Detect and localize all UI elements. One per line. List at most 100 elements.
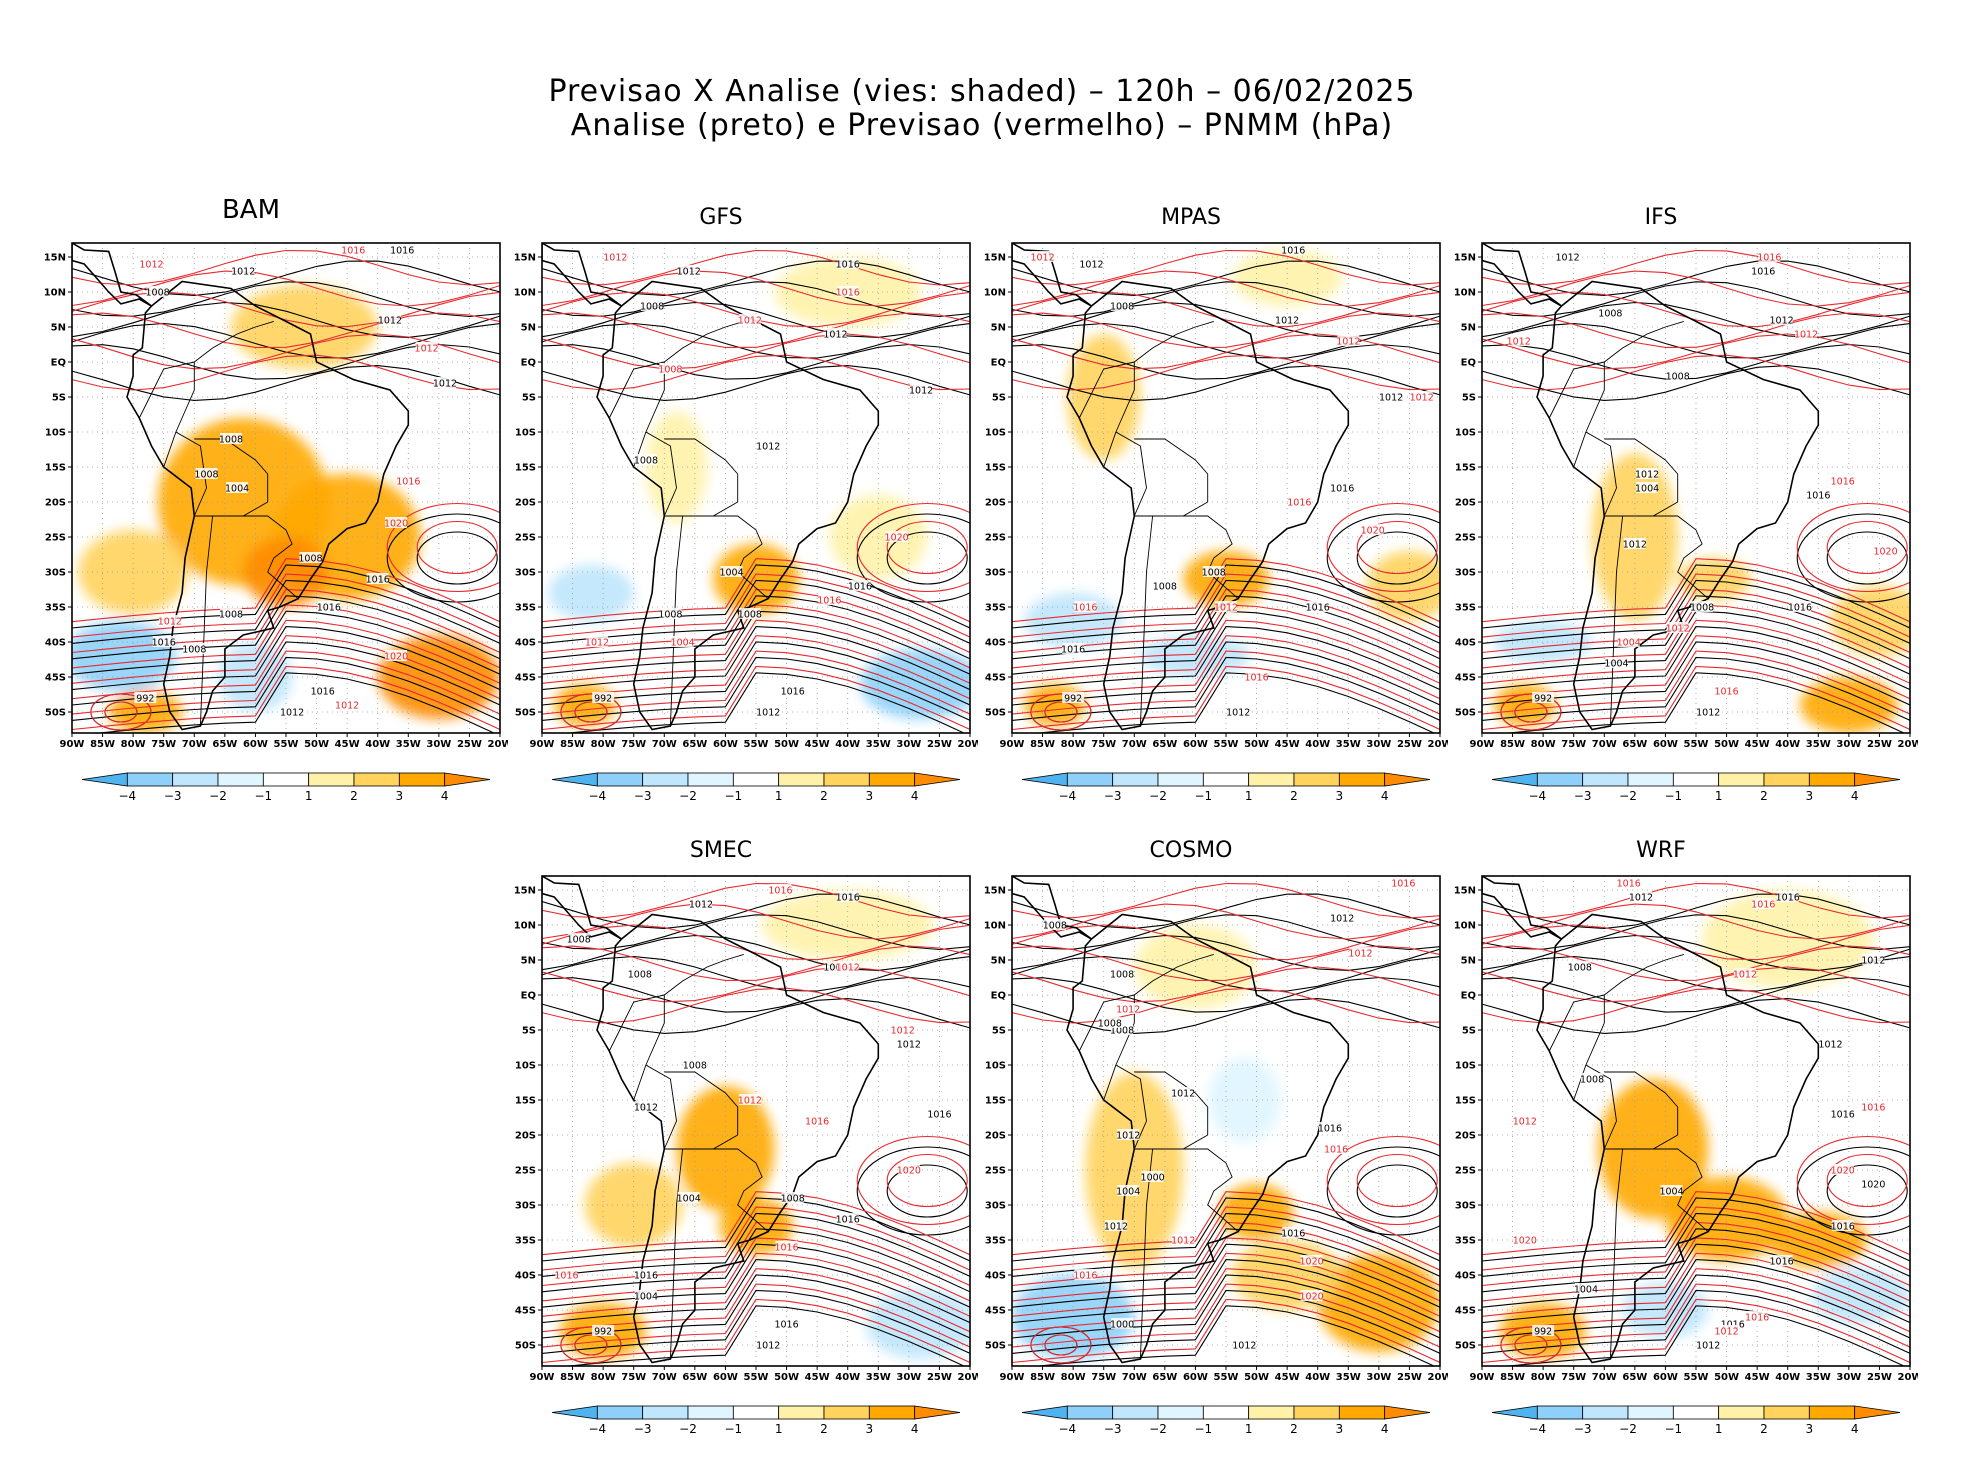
y-tick-label: 5N — [521, 956, 536, 967]
coastline-south-america — [596, 280, 880, 731]
analysis-label-bg — [1721, 1318, 1744, 1329]
analysis-label-bg — [1111, 1024, 1134, 1035]
x-tick-label: 25W — [1397, 1372, 1422, 1383]
forecast-label-bg — [738, 1094, 761, 1105]
analysis-label-bg — [897, 1038, 920, 1049]
forecast-isobar-high-outer — [856, 502, 970, 593]
bias-region-0 — [1085, 1072, 1184, 1268]
forecast-contour-label: 1012 — [1794, 330, 1818, 341]
x-tick-label: 70W — [182, 739, 207, 750]
x-tick-label: 55W — [1684, 739, 1709, 750]
y-tick-label: EQ — [1461, 991, 1476, 1002]
y-tick-label: 45S — [1455, 1306, 1476, 1317]
x-tick-label: 50W — [1714, 739, 1739, 750]
forecast-isobar-high-outer — [386, 502, 500, 593]
y-tick-label: 25S — [985, 1166, 1006, 1177]
colorbar-label: 3 — [866, 789, 874, 803]
coastline-south-america — [1536, 913, 1820, 1364]
analysis-isobar-south-4 — [542, 1259, 970, 1324]
colorbar-label: 2 — [1290, 789, 1298, 803]
analysis-isobar-north-4 — [1482, 343, 1910, 380]
colorbar-segment — [1202, 772, 1250, 787]
forecast-isobar-south-0 — [1482, 558, 1910, 623]
forecast-isobar-south-7 — [542, 665, 970, 731]
analysis-isobar-north-1 — [72, 281, 500, 318]
figure-subtitle-line-2: Analise (preto) e Previsao (vermelho) – … — [570, 108, 1394, 143]
colorbar-label: 1 — [1715, 1422, 1723, 1436]
forecast-contour-label: 1020 — [885, 533, 909, 544]
forecast-label-bg — [1410, 391, 1433, 402]
forecast-isobar-north-5 — [1482, 987, 1910, 1024]
x-tick-label: 65W — [212, 739, 237, 750]
colorbar-arrow-high — [1384, 772, 1431, 787]
analysis-contour-label: 1016 — [774, 1320, 798, 1331]
analysis-isobar-south-1 — [1482, 579, 1910, 644]
colorbar-label: 4 — [1851, 789, 1859, 803]
analysis-label-bg — [1111, 1318, 1134, 1329]
x-tick-label: 45W — [805, 1372, 830, 1383]
x-tick-label: 55W — [1214, 739, 1239, 750]
x-tick-label: 80W — [1061, 739, 1086, 750]
colorbar-arrow-low — [81, 772, 128, 787]
forecast-label-bg — [897, 1164, 920, 1175]
y-tick-label: 50S — [985, 708, 1006, 719]
y-tick-label: 20S — [45, 498, 66, 509]
y-tick-label: 20S — [1455, 1131, 1476, 1142]
analysis-label-bg — [1697, 1339, 1720, 1350]
analysis-contour-label: 1008 — [1098, 1019, 1122, 1030]
analysis-isobar-south-0 — [542, 1197, 970, 1262]
analysis-isobar-high — [416, 531, 498, 585]
colorbar-label: −2 — [1149, 789, 1167, 803]
forecast-isobar-low — [104, 701, 138, 723]
x-tick-label: 45W — [335, 739, 360, 750]
colorbar-segment — [687, 1405, 734, 1420]
analysis-label-bg — [1556, 251, 1579, 262]
analysis-label-bg — [1581, 1073, 1604, 1084]
analysis-label-bg — [683, 1059, 706, 1070]
colorbar-segment — [823, 772, 870, 787]
analysis-isobar-south-4 — [1012, 626, 1440, 691]
y-tick-label: 10S — [515, 1061, 536, 1072]
forecast-isobar-north-1 — [72, 270, 500, 307]
analysis-contour-label: 1012 — [1104, 1222, 1128, 1233]
colorbar-label: 4 — [911, 1422, 919, 1436]
analysis-isobar-south-4 — [1012, 1259, 1440, 1324]
analysis-contour-label: 1004 — [1116, 1187, 1140, 1198]
forecast-label-bg — [1172, 1234, 1195, 1245]
forecast-label-bg — [1746, 1311, 1769, 1322]
analysis-isobar-north-1 — [1012, 914, 1440, 951]
colorbar-segment — [1582, 1405, 1629, 1420]
analysis-label-bg — [1380, 391, 1403, 402]
analysis-isobar-south-6 — [1482, 656, 1910, 721]
y-tick-label: 25S — [1455, 1166, 1476, 1177]
x-tick-label: 80W — [1061, 1372, 1086, 1383]
forecast-label-bg — [385, 517, 408, 528]
forecast-label-bg — [1513, 1115, 1536, 1126]
forecast-isobar-south-0 — [1012, 558, 1440, 623]
country-border-0 — [645, 320, 744, 517]
analysis-label-bg — [433, 377, 456, 388]
y-tick-label: 10N — [44, 288, 66, 299]
country-border-3 — [1134, 501, 1208, 517]
analysis-contour-label: 1012 — [378, 316, 402, 327]
analysis-isobar-high — [1356, 531, 1438, 585]
bias-region-5 — [1812, 1268, 1910, 1324]
forecast-label-bg — [1874, 545, 1897, 556]
analysis-isobar-north-5 — [1482, 365, 1910, 401]
x-tick-label: 60W — [1653, 1372, 1678, 1383]
analysis-label-bg — [1831, 1220, 1854, 1231]
analysis-contour-label: 992 — [1534, 1327, 1552, 1338]
colorbar-label: 4 — [1381, 789, 1389, 803]
y-tick-label: 50S — [1455, 708, 1476, 719]
colorbar-arrow-low — [1021, 1405, 1068, 1420]
analysis-isobar-south-0 — [1482, 564, 1910, 629]
analysis-isobar-south-2 — [542, 595, 970, 660]
analysis-label-bg — [1282, 244, 1305, 255]
colorbar-label: −3 — [1574, 1422, 1592, 1436]
forecast-label-bg — [1715, 1325, 1738, 1336]
forecast-contour-label: 1012 — [738, 1096, 762, 1107]
colorbar-segment — [1536, 1405, 1584, 1420]
y-tick-label: 15N — [984, 886, 1006, 897]
bias-region-2 — [1830, 586, 1910, 656]
colorbar-arrow-low — [551, 1405, 598, 1420]
